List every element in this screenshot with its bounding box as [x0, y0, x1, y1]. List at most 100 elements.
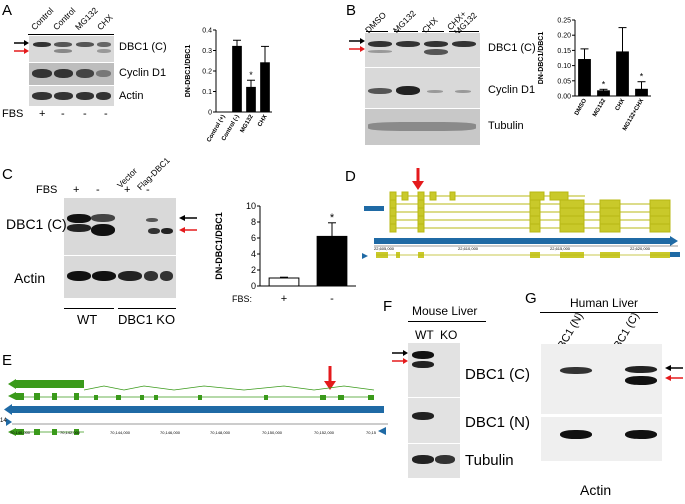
significance-mark: *: [330, 212, 335, 224]
fbs-sign: +: [73, 184, 80, 196]
y-tick-label: 4: [251, 249, 256, 259]
blot-g-dbc1: [541, 344, 662, 414]
y-tick-label: 6: [251, 233, 256, 243]
side-number: 14: [0, 418, 7, 424]
group-line: [118, 308, 176, 309]
band-arrows-f: [392, 350, 408, 364]
lane-underline: [28, 34, 114, 35]
significance-mark: *: [602, 79, 606, 89]
blot-c-actin: [64, 256, 176, 298]
y-tick-label: 0: [251, 281, 256, 291]
band-arrows-a: [14, 40, 29, 54]
blot-b-tubulin: [365, 109, 480, 145]
svg-text:22,610,000: 22,610,000: [458, 246, 479, 251]
axis-tick: 70,146,000: [160, 430, 181, 435]
x-tick-label: DMSO: [574, 98, 588, 117]
panel-label-c: C: [2, 166, 13, 183]
y-tick-label: 0.10: [557, 63, 571, 70]
blot-a-dbc1: [29, 36, 114, 62]
panel-label-f: F: [383, 298, 393, 315]
y-tick-label: 0.25: [557, 17, 571, 24]
fbs-sign: +: [39, 108, 46, 120]
y-tick-label: 0.00: [557, 93, 571, 100]
svg-text:22,605,000: 22,605,000: [374, 246, 395, 251]
significance-mark: *: [249, 70, 253, 80]
row-label: DBC1 (N): [465, 414, 531, 431]
fbs-sign: -: [96, 184, 100, 196]
panel-label-g: G: [525, 290, 537, 307]
bar: [597, 90, 610, 97]
y-tick-label: 2: [251, 265, 256, 275]
group-label: WT: [77, 312, 98, 327]
group-label: DBC1 KO: [118, 312, 176, 327]
blot-a-cyclin: [29, 63, 114, 85]
bar: [232, 45, 242, 113]
axis-tick: 70,142,000: [60, 430, 81, 435]
group-line: [64, 308, 114, 309]
lane-label: Control: [28, 5, 56, 32]
panel-label-d: D: [345, 168, 356, 185]
lane-label: MG132: [72, 5, 100, 33]
axis-tick: 70,148,000: [210, 430, 231, 435]
x-tick-label: MG132: [592, 97, 607, 118]
y-tick-label: 0.3: [202, 48, 212, 55]
x-tick-label: +: [281, 293, 287, 305]
lane-underline: [366, 31, 388, 32]
axis-tick: 70,15: [366, 430, 377, 435]
y-tick-label: 0.05: [557, 78, 571, 85]
bar: [316, 235, 348, 287]
row-label: DBC1 (C): [465, 366, 531, 383]
row-label: Actin: [119, 90, 144, 102]
fbs-label: FBS: [2, 108, 24, 120]
fbs-label: FBS: [36, 184, 58, 196]
blot-f-tubulin: [408, 444, 460, 478]
y-tick-label: 0.4: [202, 27, 212, 34]
lane-label: Control: [50, 5, 78, 32]
x-tick-label: CHX: [257, 114, 269, 128]
row-label: Cyclin D1: [488, 84, 536, 96]
lane-label: Flag-DBC1: [134, 155, 172, 192]
fbs-sign: +: [124, 184, 131, 196]
row-label: Tubulin: [465, 452, 514, 469]
row-label: DBC1 (C): [488, 42, 536, 54]
band-arrows-c: [179, 215, 197, 233]
bar: [635, 88, 648, 97]
bottom-label: Actin: [580, 482, 612, 498]
lane-underline: [449, 31, 479, 32]
blot-b-dbc1: [365, 33, 480, 67]
lane-underline: [422, 31, 444, 32]
row-label: Tubulin: [488, 120, 524, 132]
svg-text:22,620,000: 22,620,000: [630, 246, 651, 251]
bar: [578, 59, 591, 97]
significance-mark: *: [640, 72, 644, 82]
axis-tick: 70,144,000: [110, 430, 131, 435]
axis-tick: 70,140,000: [10, 430, 31, 435]
fbs-sign: -: [61, 108, 65, 120]
axis-tick: 70,152,000: [314, 430, 335, 435]
row-label: DBC1 (C): [119, 41, 167, 53]
y-axis-label: DN-DBC1/DBC1: [538, 32, 545, 85]
genome-track-e: [4, 366, 388, 436]
panel-title: Mouse Liver: [412, 304, 478, 318]
panel-label-a: A: [2, 2, 13, 19]
bar: [268, 277, 300, 287]
panel-label-b: B: [346, 2, 357, 19]
fbs-sign: -: [104, 108, 108, 120]
bar: [246, 86, 256, 113]
y-tick-label: 0.20: [557, 33, 571, 40]
panel-label-e: E: [2, 352, 13, 369]
x-tick-label: MG132+CHX: [622, 98, 645, 132]
row-label: Cyclin D1: [119, 67, 167, 79]
x-tick-label: -: [330, 293, 334, 305]
y-tick-label: 10: [246, 201, 256, 211]
y-axis-label: DN-DBC1/DBC1: [185, 45, 192, 98]
bar-chart-c: 0 2 4 6 8 10 DN-DBC1/DBC1 + * - FBS:: [214, 201, 356, 305]
blot-g-actin: [541, 417, 662, 461]
lane-underline: [394, 31, 418, 32]
y-axis-label: DN-DBC1/DBC1: [214, 212, 224, 280]
genome-track-d: 22,605,000 22,610,000 22,615,000 22,620,000: [362, 168, 680, 259]
blot-f-dbc1c: [408, 343, 460, 397]
band-arrows-g: [665, 365, 683, 381]
bar: [260, 62, 270, 113]
row-label: DBC1 (C): [6, 216, 67, 232]
